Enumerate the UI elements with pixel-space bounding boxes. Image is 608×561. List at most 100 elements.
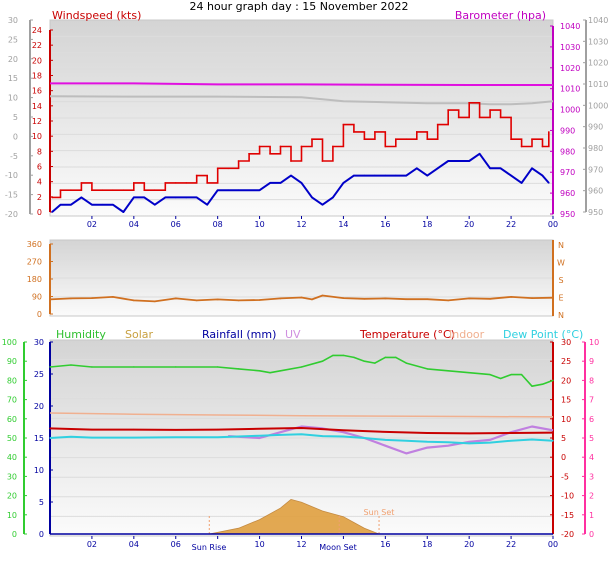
humidity-point (426, 368, 428, 370)
barometer-label: Barometer (hpa) (455, 9, 546, 22)
temperature-point (384, 431, 387, 433)
wind-axis-label: 12 (32, 117, 42, 126)
wind-gust-point (311, 138, 313, 140)
wind-average-point (269, 182, 271, 184)
uv-axis-label: 7 (589, 396, 594, 405)
humidity-point (384, 356, 387, 359)
wind-x-tick-label: 02 (87, 220, 97, 229)
wind-x-tick-label: 18 (422, 220, 432, 229)
wind-average-point (164, 196, 167, 199)
wind-direction-point (153, 300, 156, 303)
wind-gust-point (520, 145, 523, 148)
wind-x-tick-label: 08 (213, 220, 223, 229)
dir-axis-label: 360 (27, 240, 42, 249)
wind-direction-point (174, 297, 177, 300)
temp-axis-label: 20 (561, 376, 571, 385)
temp-x-tick-label: 16 (380, 540, 390, 549)
wind-average-point (112, 203, 114, 206)
humidity-point (363, 360, 366, 362)
uv-axis-label: 3 (589, 472, 594, 481)
temp-axis-label: -15 (561, 511, 574, 520)
humidity-axis-label: 30 (7, 472, 17, 481)
moonset-label: Moon Set (319, 543, 356, 552)
wind-average-point (290, 174, 292, 177)
wind-direction-point (363, 298, 366, 300)
wind-average-point (468, 160, 470, 162)
outer-right-axis-label: 960 (588, 187, 603, 196)
wind-gust-point (122, 189, 125, 191)
humidity-axis-label: 40 (7, 453, 17, 462)
temp-axis-label: -10 (561, 492, 574, 501)
graph-title: 24 hour graph day : 15 November 2022 (189, 0, 408, 13)
wind-axis-label: 20 (32, 56, 42, 65)
dewpoint-point (300, 433, 303, 435)
outer-right-axis-label: 1010 (588, 80, 608, 89)
wind-direction-point (49, 298, 51, 301)
wind-direction-point (426, 298, 429, 301)
baro-axis-label: 1000 (560, 106, 580, 115)
temp-axis-label: 10 (561, 415, 571, 424)
compass-label: S (558, 276, 563, 285)
uv-axis-label: 4 (589, 453, 594, 462)
dewpoint-point (426, 441, 428, 443)
wind-direction-point (311, 298, 313, 301)
outer-left-axis-label: -5 (10, 152, 18, 161)
humidity-point (531, 385, 533, 387)
wind-average-point (363, 174, 366, 177)
wind-direction-point (321, 294, 324, 297)
humidity-axis-label: 80 (7, 376, 17, 385)
wind-gust-point (133, 182, 135, 184)
wind-gust-point (216, 167, 219, 170)
temp-axis-label: 15 (561, 396, 571, 405)
wind-direction-point (70, 297, 72, 300)
dewpoint-point (384, 439, 387, 441)
wind-average-point (101, 203, 104, 206)
uv-axis-label: 2 (589, 492, 594, 501)
temperature-point (426, 432, 428, 434)
sunrise-label: Sun Rise (192, 543, 227, 552)
uv-axis-label: 1 (589, 511, 594, 520)
wind-average-point (248, 189, 250, 191)
outer-right-axis-label: 950 (588, 208, 603, 217)
wind-average-point (91, 203, 93, 206)
wind-direction-point (91, 297, 93, 299)
wind-gust-point (353, 131, 355, 133)
wind-average-point (510, 174, 512, 177)
wind-axis-label: 18 (32, 72, 42, 81)
humidity-point (332, 354, 334, 357)
wind-gust-point (384, 145, 387, 148)
wind-gust-point (153, 189, 156, 191)
rain-axis-label: 15 (34, 434, 44, 443)
compass-label: W (557, 259, 565, 268)
wind-gust-point (468, 102, 470, 104)
plot-lines (49, 82, 554, 535)
temperature-point (175, 429, 177, 431)
dewpoint-label: Dew Point (°C) (503, 328, 583, 341)
baro-axis-label: 970 (560, 168, 575, 177)
wind-gust-point (436, 123, 439, 126)
outer-left-axis-label: 25 (8, 35, 18, 44)
indoor-label: Indoor (449, 328, 485, 341)
outer-right-axis-label: 990 (588, 123, 603, 132)
wind-x-tick-label: 14 (338, 220, 348, 229)
temperature-label: Temperature (°C) (359, 328, 455, 341)
humidity-point (70, 364, 72, 366)
outer-left-axis-label: -10 (5, 171, 18, 180)
dewpoint-point (49, 437, 51, 439)
dir-axis-label: 180 (27, 275, 42, 284)
wind-gust-point (80, 182, 83, 184)
outer-left-axis-label: 30 (8, 16, 18, 25)
dewpoint-point (447, 441, 449, 443)
wind-direction-point (258, 299, 261, 301)
dewpoint-point (91, 436, 93, 439)
wind-direction-point (195, 299, 198, 302)
humidity-point (342, 354, 345, 357)
wind-gust-point (531, 138, 533, 140)
dewpoint-point (70, 436, 72, 438)
humidity-point (216, 366, 219, 368)
wind-average-point (59, 203, 62, 206)
humidity-point (405, 362, 407, 364)
wind-average-point (384, 174, 387, 177)
wind-average-point (478, 152, 481, 155)
